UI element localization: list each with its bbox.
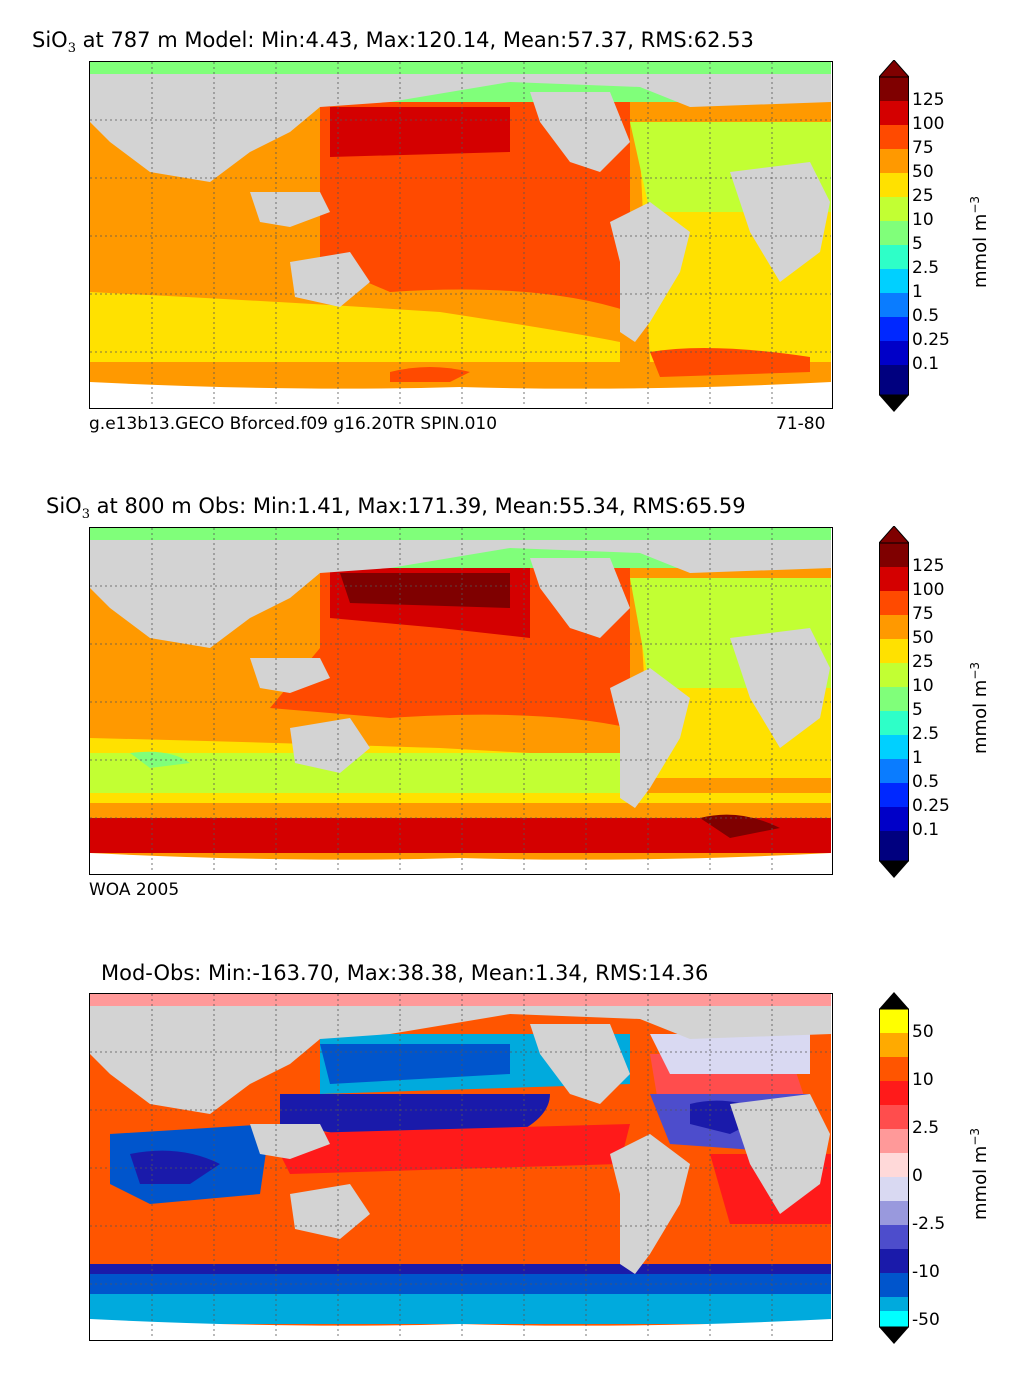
diff-tick: 0 bbox=[912, 1166, 923, 1186]
obs-tick: 50 bbox=[912, 628, 934, 648]
model-caption-right: 71-80 bbox=[776, 414, 826, 434]
obs-tick: 10 bbox=[912, 676, 934, 696]
obs-tick: 2.5 bbox=[912, 724, 940, 744]
diff-tick: -2.5 bbox=[912, 1214, 946, 1234]
diff-map-svg bbox=[90, 994, 831, 1339]
obs-tick: 1 bbox=[912, 748, 923, 768]
obs-unit-label: mmol m−3 bbox=[968, 661, 991, 754]
obs-tick: 125 bbox=[912, 556, 945, 576]
obs-tick: 100 bbox=[912, 580, 945, 600]
diff-map bbox=[89, 993, 833, 1341]
model-tick: 75 bbox=[912, 138, 934, 158]
model-map-svg bbox=[90, 62, 831, 407]
diff-tick: -10 bbox=[912, 1262, 940, 1282]
diff-title: Mod-Obs: Min:-163.70, Max:38.38, Mean:1.… bbox=[101, 961, 709, 985]
obs-tick: 0.1 bbox=[912, 820, 940, 840]
model-tick: 50 bbox=[912, 162, 934, 182]
model-tick: 5 bbox=[912, 234, 923, 254]
diff-tick: 2.5 bbox=[912, 1118, 940, 1138]
obs-tick: 0.5 bbox=[912, 772, 940, 792]
model-tick: 1 bbox=[912, 282, 923, 302]
model-map bbox=[89, 61, 833, 409]
model-tick: 0.5 bbox=[912, 306, 940, 326]
obs-tick: 5 bbox=[912, 700, 923, 720]
obs-map bbox=[89, 527, 833, 875]
model-tick: 10 bbox=[912, 210, 934, 230]
obs-tick: 0.25 bbox=[912, 796, 950, 816]
diff-tick: 10 bbox=[912, 1070, 934, 1090]
diff-tick: -50 bbox=[912, 1310, 940, 1330]
obs-caption-left: WOA 2005 bbox=[89, 880, 180, 900]
model-tick: 125 bbox=[912, 90, 945, 110]
model-tick: 25 bbox=[912, 186, 934, 206]
obs-map-svg bbox=[90, 528, 831, 873]
model-title: SiO3 at 787 m Model: Min:4.43, Max:120.1… bbox=[32, 28, 754, 57]
model-unit-label: mmol m−3 bbox=[968, 195, 991, 288]
model-tick: 2.5 bbox=[912, 258, 940, 278]
model-tick: 0.1 bbox=[912, 354, 940, 374]
model-tick: 0.25 bbox=[912, 330, 950, 350]
obs-title: SiO3 at 800 m Obs: Min:1.41, Max:171.39,… bbox=[46, 494, 746, 523]
diff-unit-label: mmol m−3 bbox=[968, 1127, 991, 1220]
obs-tick: 75 bbox=[912, 604, 934, 624]
model-caption-left: g.e13b13.GECO Bforced.f09 g16.20TR SPIN.… bbox=[89, 414, 498, 434]
model-tick: 100 bbox=[912, 114, 945, 134]
obs-tick: 25 bbox=[912, 652, 934, 672]
diff-tick: 50 bbox=[912, 1022, 934, 1042]
